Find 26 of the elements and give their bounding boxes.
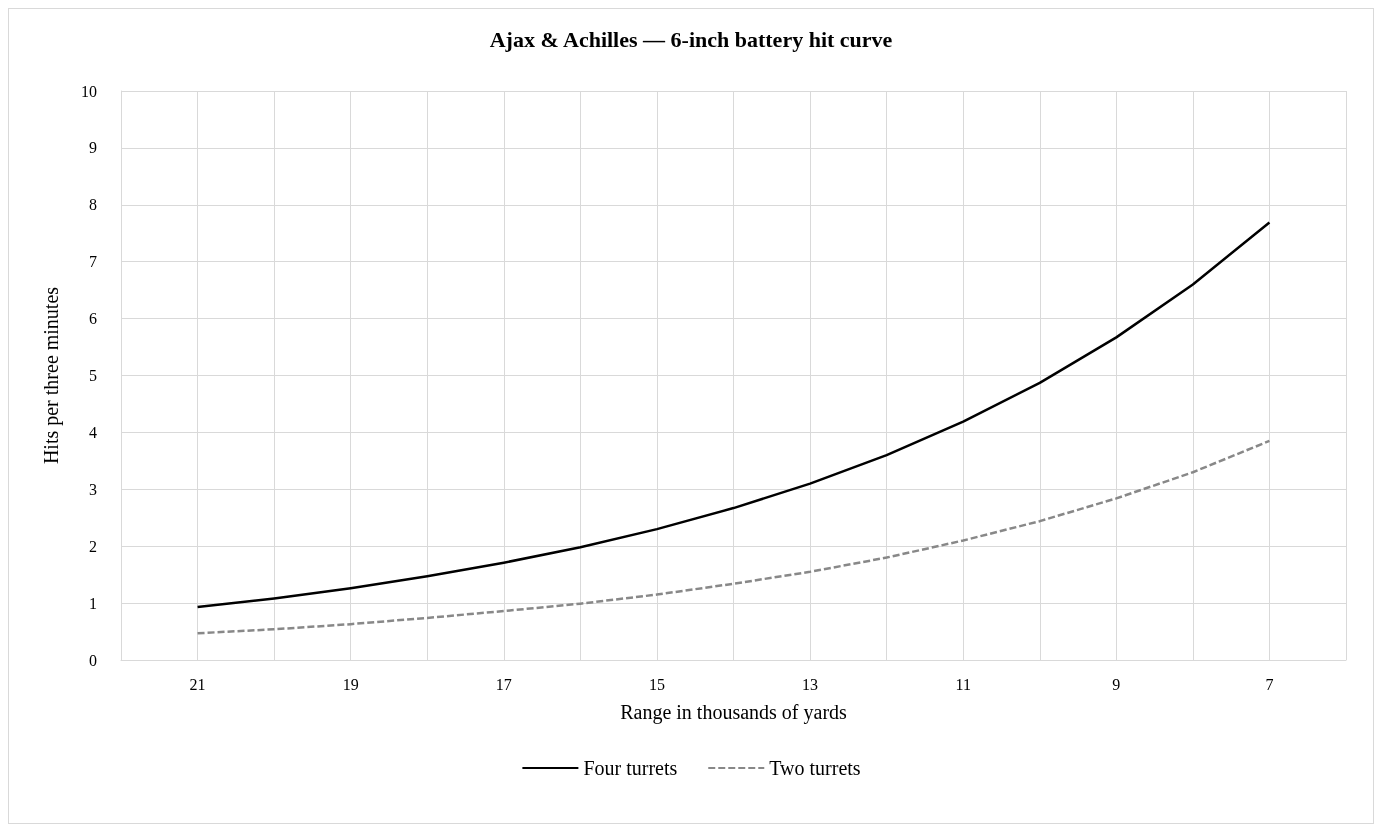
y-tick-label: 7 bbox=[89, 253, 97, 271]
x-tick-label: 21 bbox=[189, 675, 206, 693]
chart-title: Ajax & Achilles — 6-inch battery hit curve bbox=[489, 26, 893, 52]
x-tick-label: 17 bbox=[495, 675, 512, 693]
x-axis-title: Range in thousands of yards bbox=[620, 701, 848, 724]
y-axis-title: Hits per three minutes bbox=[40, 286, 63, 465]
x-tick-label: 15 bbox=[648, 675, 665, 693]
y-tick-label: 2 bbox=[89, 537, 97, 555]
line-series bbox=[196, 439, 1271, 635]
x-tick-label: 13 bbox=[802, 675, 819, 693]
y-tick-label: 10 bbox=[81, 82, 97, 100]
legend-label: Four turrets bbox=[583, 757, 678, 779]
x-tick-label: 7 bbox=[1265, 675, 1274, 693]
y-tick-label: 3 bbox=[89, 480, 97, 498]
legend-label: Two turrets bbox=[769, 757, 861, 779]
x-tick-label: 19 bbox=[342, 675, 359, 693]
y-tick-label: 0 bbox=[89, 651, 97, 669]
y-tick-label: 6 bbox=[89, 310, 97, 328]
y-tick-label: 5 bbox=[89, 367, 97, 384]
line-series bbox=[196, 221, 1271, 609]
y-tick-label: 4 bbox=[89, 423, 97, 441]
x-tick-label: 9 bbox=[1112, 675, 1121, 693]
y-tick-label: 9 bbox=[89, 139, 97, 157]
y-tick-label: 8 bbox=[89, 196, 97, 214]
x-tick-label: 11 bbox=[955, 675, 971, 693]
y-tick-label: 1 bbox=[89, 594, 97, 612]
